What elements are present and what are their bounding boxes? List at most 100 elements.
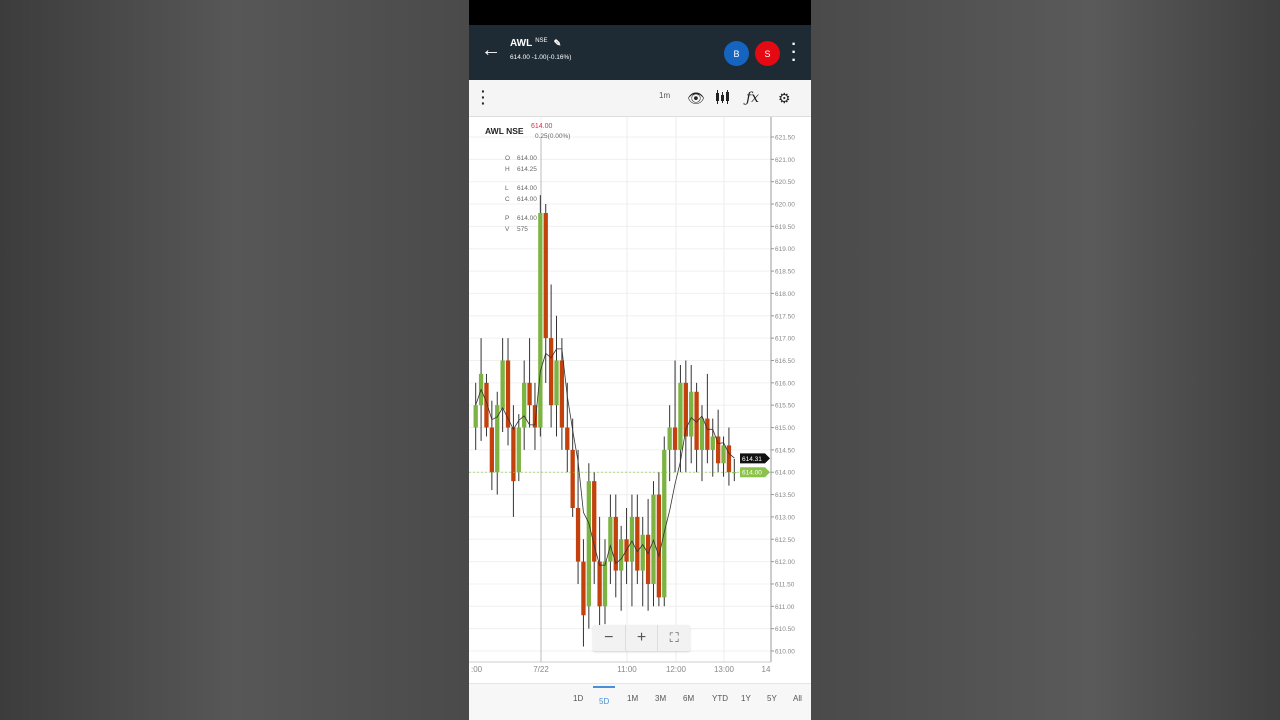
candle-body	[656, 494, 662, 598]
x-tick-label: 13:00	[714, 665, 735, 674]
edit-pencil-icon[interactable]: ✎	[553, 38, 562, 48]
zoom-out-button[interactable]: −	[593, 625, 626, 651]
y-tick-label: 620.50	[775, 179, 795, 186]
candle-body	[559, 360, 565, 428]
last-price-label: 614.00	[742, 470, 762, 477]
candle-body	[473, 405, 478, 428]
y-tick-label: 616.50	[775, 358, 795, 365]
legend-value: 614.25	[517, 166, 537, 173]
candle-body	[689, 391, 694, 437]
legend-key: C	[505, 196, 510, 203]
phone-screen: ← AWL NSE ✎ 614.00 -1.00(-0.16%) B S · · · ·…	[469, 0, 811, 720]
interval-selector[interactable]: 1m	[659, 91, 671, 100]
chart-toolbar: · · · 1m 👁 ƒx ⚙	[469, 80, 811, 117]
back-arrow-icon[interactable]: ←	[481, 39, 501, 61]
x-tick-label: 14	[762, 665, 771, 674]
candle-body	[592, 481, 597, 562]
candle-body	[511, 427, 516, 482]
range-5y[interactable]: 5Y	[767, 694, 777, 703]
buy-button[interactable]: B	[724, 41, 749, 66]
moving-average-line	[475, 348, 735, 566]
y-tick-label: 618.50	[775, 269, 795, 276]
candle-body	[613, 516, 618, 571]
range-1y[interactable]: 1Y	[741, 694, 751, 703]
exchange-label: NSE	[535, 38, 548, 44]
range-all[interactable]: All	[793, 694, 802, 703]
legend-price: 614.00	[531, 123, 553, 130]
legend-title: AWL NSE	[485, 126, 524, 136]
candle-body	[565, 427, 570, 450]
y-tick-label: 616.00	[775, 380, 795, 387]
x-tick-label: 12:00	[666, 665, 687, 674]
x-tick-label: 11:00	[617, 665, 637, 674]
symbol-name: AWL	[510, 38, 533, 49]
legend-key: H	[505, 166, 510, 173]
app-header: ← AWL NSE ✎ 614.00 -1.00(-0.16%) B S · · ·	[469, 25, 811, 80]
blurred-background-left	[0, 0, 469, 720]
candle-body	[489, 427, 495, 473]
candle-body	[500, 360, 505, 410]
candle-body	[726, 445, 732, 473]
legend-value: 614.00	[517, 215, 537, 222]
more-menu-icon[interactable]: · · ·	[791, 36, 797, 69]
legend-change: 0.25(0.00%)	[535, 133, 571, 140]
candle-body	[667, 427, 672, 450]
candle-body	[705, 418, 710, 450]
y-tick-label: 612.00	[775, 559, 795, 566]
chart-canvas[interactable]: 621.50 621.00 620.50 620.00 619.50 619.00 618.…	[469, 117, 811, 683]
range-1m[interactable]: 1M	[627, 694, 639, 703]
candle-body	[619, 539, 624, 571]
y-tick-label: 611.00	[775, 604, 795, 611]
zoom-controls: − + ⛶	[593, 625, 690, 651]
y-tick-label: 610.50	[775, 626, 795, 633]
candle-body	[570, 449, 575, 508]
candle-body	[699, 418, 705, 450]
candle-body	[484, 382, 489, 428]
candle-body	[532, 405, 538, 428]
y-tick-label: 617.00	[775, 336, 795, 343]
range-ytd[interactable]: YTD	[712, 694, 728, 703]
sell-button[interactable]: S	[755, 41, 780, 66]
y-tick-label: 613.50	[775, 492, 795, 499]
price-chart[interactable]: 621.50 621.00 620.50 620.00 619.50 619.00 618.…	[469, 117, 811, 683]
candle-body	[516, 427, 521, 473]
candle-body	[710, 436, 715, 450]
y-tick-label: 619.00	[775, 246, 795, 253]
legend-key: P	[505, 215, 510, 222]
candle-body	[575, 507, 581, 562]
zoom-in-button[interactable]: +	[626, 625, 659, 651]
y-tick-label: 617.50	[775, 313, 795, 320]
candle-body	[554, 360, 559, 406]
candle-body	[608, 516, 613, 562]
candle-body	[645, 534, 651, 584]
range-selector: 1D 5D 1M 3M 6M YTD 1Y 5Y All	[469, 683, 811, 720]
gear-icon[interactable]: ⚙	[778, 90, 791, 106]
candle-body	[715, 436, 721, 464]
legend-key: O	[505, 155, 511, 162]
candles-icon[interactable]	[715, 89, 731, 108]
fullscreen-button[interactable]: ⛶	[669, 630, 679, 645]
candle-body	[662, 449, 667, 598]
candle-body	[672, 427, 678, 450]
x-tick-label: 7/22	[533, 665, 549, 674]
candle-body	[581, 561, 586, 616]
fx-icon[interactable]: ƒx	[746, 90, 760, 106]
y-tick-label: 621.00	[775, 157, 795, 164]
y-tick-label: 615.50	[775, 403, 795, 410]
candle-body	[522, 382, 527, 428]
y-tick-label: 612.50	[775, 537, 795, 544]
candle-body	[527, 382, 532, 406]
legend-value: 614.00	[517, 185, 537, 192]
range-3m[interactable]: 3M	[655, 694, 667, 703]
symbol-title: AWL NSE ✎	[510, 38, 561, 49]
legend-value: 614.00	[517, 196, 537, 203]
range-6m[interactable]: 6M	[683, 694, 695, 703]
legend-value: 575	[517, 226, 528, 233]
chart-menu-icon[interactable]: · · ·	[481, 83, 486, 111]
eye-icon[interactable]: 👁	[687, 90, 705, 106]
candle-body	[548, 338, 554, 406]
range-5d[interactable]: 5D	[592, 686, 616, 706]
range-1d[interactable]: 1D	[573, 694, 584, 703]
legend-key: V	[505, 226, 510, 233]
legend-value: 614.00	[517, 155, 537, 162]
